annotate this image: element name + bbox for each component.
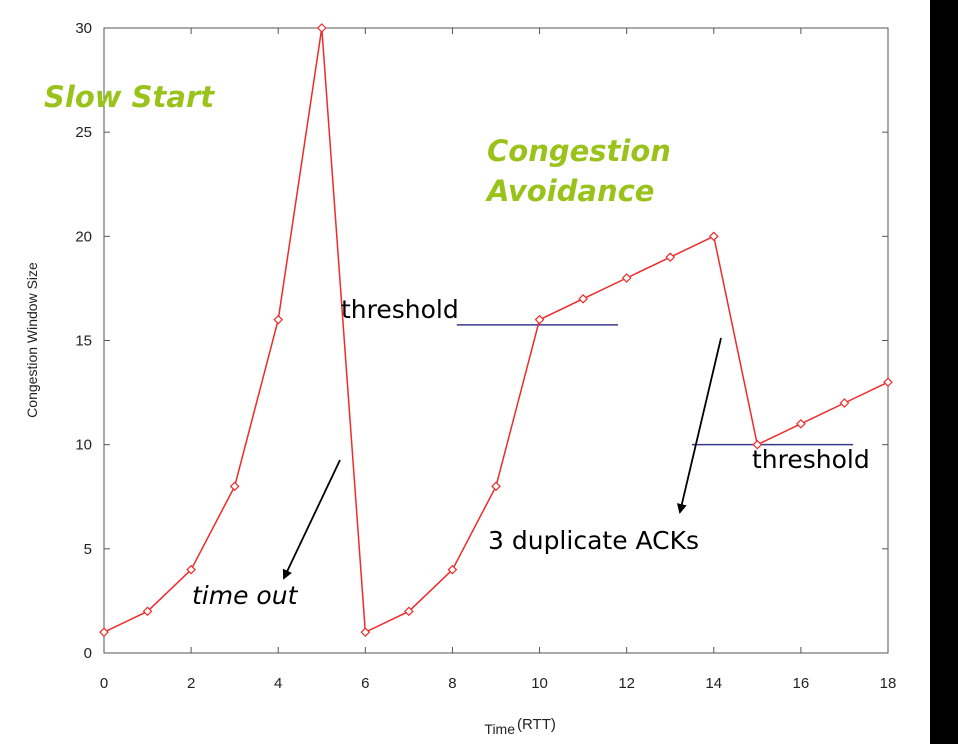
data-point — [796, 418, 806, 429]
x-axis-unit-label: (RTT) — [517, 716, 556, 733]
slow-start-label: Slow Start — [44, 80, 215, 114]
x-tick-label: 0 — [100, 675, 108, 692]
duplicate-acks-label: 3 duplicate ACKs — [488, 526, 699, 555]
data-point — [186, 564, 196, 575]
x-tick-label: 2 — [187, 675, 195, 692]
y-tick-label: 0 — [84, 645, 92, 662]
threshold-label-2: threshold — [752, 445, 870, 474]
data-point — [578, 293, 588, 304]
y-tick-label: 10 — [75, 437, 92, 454]
congestion-label-line1: Congestion — [487, 134, 671, 168]
data-point — [839, 398, 850, 408]
y-tick-label: 5 — [84, 541, 92, 558]
data-point — [99, 627, 109, 638]
y-axis-label: Congestion Window Size — [24, 262, 40, 418]
data-point — [316, 23, 327, 33]
axis-ticks: 0 2 4 6 8 10 12 14 16 18 0 5 10 15 20 25 30 — [75, 20, 896, 692]
data-point — [491, 481, 501, 492]
congestion-label-line2: Avoidance — [485, 174, 654, 208]
x-tick-label: 16 — [793, 675, 810, 692]
data-point — [229, 481, 240, 492]
x-tick-label: 6 — [361, 675, 369, 692]
data-point — [273, 314, 284, 325]
right-edge-bar — [930, 0, 958, 744]
data-point — [665, 252, 676, 263]
data-point — [752, 439, 763, 450]
data-points — [99, 23, 893, 638]
data-point — [708, 231, 719, 242]
x-tick-label: 18 — [880, 675, 897, 692]
x-tick-label: 10 — [531, 675, 548, 692]
data-point — [883, 377, 893, 388]
time-out-arrow — [282, 459, 341, 580]
data-point — [621, 273, 632, 283]
x-tick-label: 4 — [274, 675, 282, 692]
y-tick-label: 15 — [75, 333, 92, 350]
x-axis-label: Time — [484, 721, 515, 737]
time-out-label: time out — [192, 581, 299, 610]
x-tick-label: 12 — [618, 675, 635, 692]
y-tick-label: 30 — [75, 20, 92, 37]
data-point — [142, 606, 153, 617]
threshold-lines — [456, 324, 854, 446]
x-tick-label: 14 — [705, 675, 722, 692]
y-tick-label: 20 — [75, 228, 92, 245]
x-tick-label: 8 — [448, 675, 456, 692]
threshold-label-1: threshold — [341, 295, 459, 324]
duplicate-acks-arrow — [676, 337, 722, 514]
data-point — [447, 564, 458, 575]
data-point — [534, 314, 545, 325]
plot-frame — [103, 27, 889, 654]
data-point — [360, 627, 371, 638]
data-point — [404, 606, 414, 617]
y-tick-label: 25 — [75, 124, 92, 141]
